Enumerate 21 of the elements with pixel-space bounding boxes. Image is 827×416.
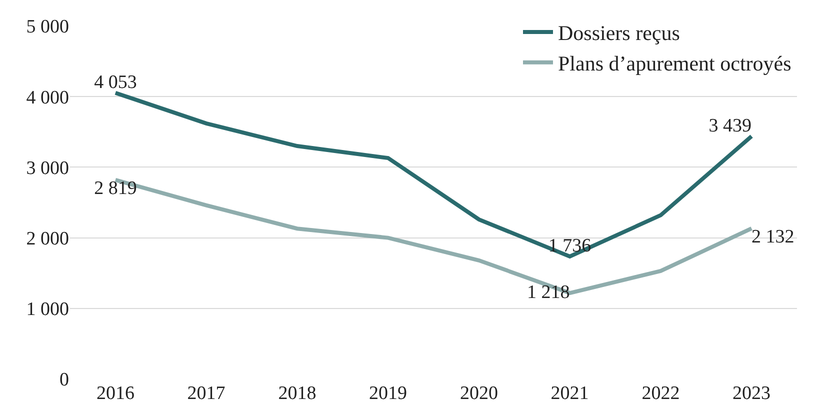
data-label: 2 819: [94, 178, 137, 200]
x-tick-label: 2017: [187, 383, 226, 404]
x-tick-label: 2018: [278, 383, 316, 404]
y-tick-label: 3 000: [26, 158, 69, 179]
x-tick-label: 2020: [460, 383, 498, 404]
x-tick-label: 2019: [369, 383, 408, 404]
y-tick-label: 2 000: [26, 228, 69, 250]
data-label: 3 439: [708, 115, 752, 136]
x-tick-label: 2016: [96, 383, 134, 404]
y-tick-label: 1 000: [26, 299, 69, 320]
data-label: 2 132: [752, 226, 794, 248]
y-tick-label: 5 000: [26, 16, 69, 38]
data-label: 1 218: [527, 282, 570, 303]
legend-label: Dossiers reçus: [558, 21, 680, 46]
y-tick-label: 4 000: [26, 87, 69, 108]
data-label: 4 053: [94, 72, 137, 94]
y-tick-label: 0: [60, 370, 69, 391]
x-tick-label: 2022: [642, 383, 680, 404]
x-tick-label: 2023: [732, 383, 771, 404]
x-tick-label: 2021: [550, 383, 589, 404]
legend-label: Plans d’apurement octroyés: [558, 52, 792, 76]
